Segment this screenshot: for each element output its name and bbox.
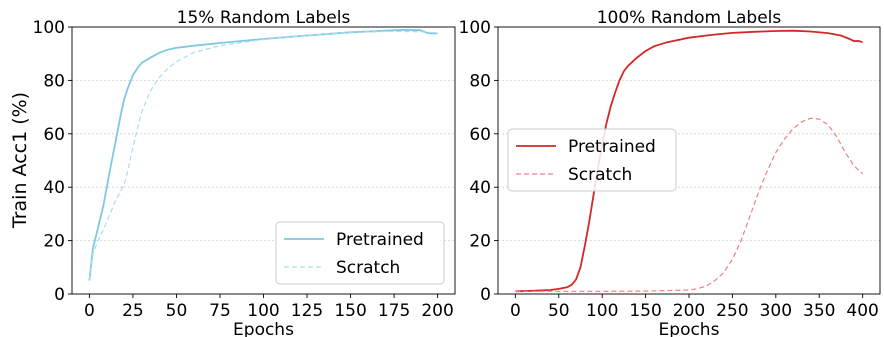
panel-100-percent: 0 50 100 150 200 250 300 350 400 0 20 40 60 80 100 100%…	[459, 8, 881, 337]
y-tick-label: 20	[469, 232, 491, 252]
x-axis-label: Epochs	[659, 320, 720, 337]
series-line-pretrained	[515, 29, 863, 293]
y-tick-label: 100	[33, 18, 65, 38]
x-tick-label: 250	[716, 301, 748, 321]
x-tick-label: 400	[846, 301, 878, 321]
x-axis-label: Epochs	[233, 320, 294, 337]
legend-label-scratch: Scratch	[568, 165, 632, 185]
y-tick-label: 40	[469, 178, 491, 198]
legend-box	[275, 221, 445, 285]
x-tick-label: 350	[803, 301, 835, 321]
panel-15-percent: 0 25 50 75 100 125 150 175 200 0 20 40 60 80 100 15% Ra…	[33, 8, 456, 337]
legend-label-pretrained: Pretrained	[568, 137, 656, 157]
x-tick-label: 150	[334, 301, 366, 321]
x-tick-label: 100	[586, 301, 618, 321]
x-tick-label: 75	[209, 301, 231, 321]
series-line-scratch	[88, 30, 438, 281]
x-tick-label: 200	[421, 301, 453, 321]
series-line-pretrained	[88, 28, 438, 281]
x-tick-label: 150	[629, 301, 661, 321]
legend-box	[507, 128, 677, 192]
x-tick-label: 175	[378, 301, 410, 321]
x-tick-label: 100	[247, 301, 279, 321]
chart-title: 15% Random Labels	[177, 8, 351, 28]
x-tick-label: 0	[510, 301, 521, 321]
y-tick-label: 100	[459, 18, 491, 38]
y-tick-label: 20	[43, 232, 65, 252]
y-tick-label: 0	[54, 285, 65, 305]
y-tick-label: 80	[469, 71, 491, 91]
y-tick-label: 80	[43, 71, 65, 91]
legend-label-pretrained: Pretrained	[336, 230, 424, 250]
x-tick-label: 200	[673, 301, 705, 321]
x-tick-label: 125	[291, 301, 323, 321]
y-tick-label: 40	[43, 178, 65, 198]
y-tick-label: 60	[43, 125, 65, 145]
y-axis-label: Train Acc1 (%)	[9, 92, 31, 229]
x-tick-label: 50	[548, 301, 570, 321]
legend-label-scratch: Scratch	[336, 258, 400, 278]
x-tick-label: 0	[84, 301, 95, 321]
y-tick-label: 60	[469, 125, 491, 145]
x-tick-label: 300	[760, 301, 792, 321]
chart-title: 100% Random Labels	[597, 8, 782, 28]
x-tick-label: 25	[122, 301, 144, 321]
x-tick-label: 50	[166, 301, 188, 321]
y-tick-label: 0	[480, 285, 491, 305]
